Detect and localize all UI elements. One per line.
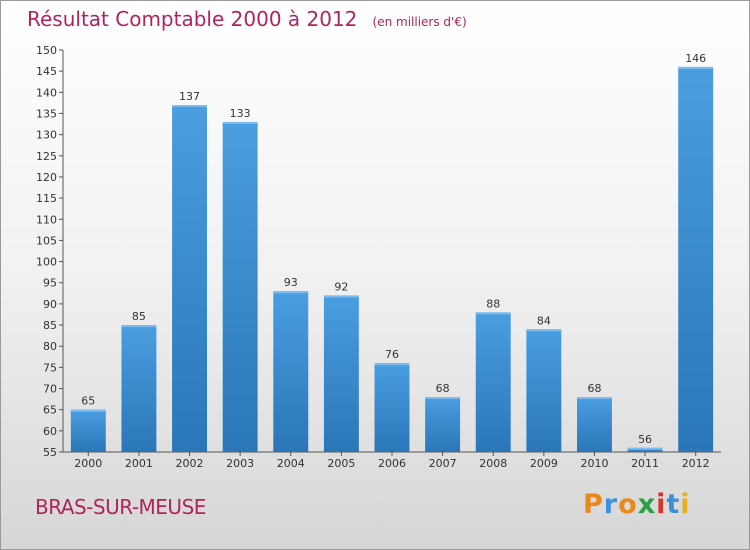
bars [70, 66, 714, 453]
logo-letter: i [680, 489, 691, 520]
y-tick-label: 135 [36, 107, 57, 120]
y-tick-label: 60 [43, 425, 57, 438]
proxiti-logo: Proxiti [583, 489, 691, 520]
value-label-2010: 68 [587, 382, 601, 395]
bar-top-highlight [172, 105, 208, 108]
bar-2002 [172, 105, 208, 452]
y-tick-label: 65 [43, 404, 57, 417]
x-tick-label-2002: 2002 [176, 457, 204, 470]
y-tick-label: 70 [43, 383, 57, 396]
bar-top-highlight [374, 363, 410, 366]
logo-letter: P [583, 489, 604, 520]
bar-top-highlight [70, 409, 106, 412]
y-tick-label: 125 [36, 150, 57, 163]
bar-2008 [475, 312, 511, 452]
x-tick-label-2000: 2000 [74, 457, 102, 470]
x-tick-label-2005: 2005 [327, 457, 355, 470]
bar-2003 [222, 121, 258, 453]
y-tick-label: 95 [43, 277, 57, 290]
chart-title: Résultat Comptable 2000 à 2012 [27, 7, 358, 31]
value-label-2011: 56 [638, 433, 652, 446]
y-tick-label: 90 [43, 298, 57, 311]
logo-letter: t [666, 489, 681, 520]
bar-top-highlight [627, 447, 663, 450]
labels: 65 2000 85 2001 137 2002 133 2003 93 2004 92 2005 76… [74, 52, 709, 470]
y-tick-label: 130 [36, 129, 57, 142]
x-tick-label-2010: 2010 [580, 457, 608, 470]
bar-2006 [374, 363, 410, 452]
commune-name: BRAS-SUR-MEUSE [35, 495, 206, 519]
y-tick-label: 110 [36, 213, 57, 226]
bar-top-highlight [678, 66, 714, 69]
logo-letter: i [656, 489, 667, 520]
y-tick-label: 115 [36, 192, 57, 205]
axes: 55 60 65 70 75 80 85 90 95 100 105 110 115 120 125 130 1… [36, 44, 721, 459]
x-tick-label-2012: 2012 [682, 457, 710, 470]
x-tick-label-2004: 2004 [277, 457, 305, 470]
x-tick-label-2008: 2008 [479, 457, 507, 470]
bar-2007 [425, 396, 461, 452]
y-tick-label: 100 [36, 256, 57, 269]
bar-top-highlight [526, 329, 562, 332]
value-label-2003: 133 [230, 107, 251, 120]
logo-letter: x [637, 489, 657, 520]
x-tick-label-2009: 2009 [530, 457, 558, 470]
x-tick-label-2003: 2003 [226, 457, 254, 470]
value-label-2007: 68 [436, 382, 450, 395]
x-tick-label-2011: 2011 [631, 457, 659, 470]
bar-top-highlight [273, 291, 309, 294]
value-label-2005: 92 [334, 280, 348, 293]
y-tick-label: 75 [43, 361, 57, 374]
bar-2010 [576, 396, 612, 452]
y-tick-label: 120 [36, 171, 57, 184]
bar-2000 [70, 409, 106, 452]
bar-2009 [526, 329, 562, 452]
bar-top-highlight [323, 295, 359, 298]
y-tick-label: 85 [43, 319, 57, 332]
value-label-2006: 76 [385, 348, 399, 361]
bar-top-highlight [222, 121, 258, 124]
bar-top-highlight [576, 396, 612, 399]
value-label-2000: 65 [81, 395, 95, 408]
y-tick-label: 105 [36, 234, 57, 247]
value-label-2004: 93 [284, 276, 298, 289]
x-tick-label-2001: 2001 [125, 457, 153, 470]
bar-top-highlight [121, 325, 157, 328]
value-label-2008: 88 [486, 297, 500, 310]
y-tick-label: 80 [43, 340, 57, 353]
bar-2011 [627, 447, 663, 452]
x-tick-label-2006: 2006 [378, 457, 406, 470]
y-tick-label: 55 [43, 446, 57, 459]
value-label-2001: 85 [132, 310, 146, 323]
bar-top-highlight [425, 396, 461, 399]
y-tick-label: 145 [36, 65, 57, 78]
value-label-2012: 146 [685, 52, 706, 65]
title-row: Résultat Comptable 2000 à 2012 (en milli… [27, 7, 467, 31]
logo-letter: o [618, 489, 638, 520]
value-label-2002: 137 [179, 90, 200, 103]
y-tick-label: 150 [36, 44, 57, 57]
value-label-2009: 84 [537, 314, 551, 327]
chart-subtitle: (en milliers d'€) [372, 15, 467, 29]
logo-letter: r [603, 489, 619, 520]
bar-2005 [323, 295, 359, 452]
x-tick-label-2007: 2007 [429, 457, 457, 470]
bar-2001 [121, 325, 157, 452]
bar-2012 [678, 66, 714, 452]
bar-top-highlight [475, 312, 511, 315]
bar-2004 [273, 291, 309, 452]
y-tick-label: 140 [36, 86, 57, 99]
